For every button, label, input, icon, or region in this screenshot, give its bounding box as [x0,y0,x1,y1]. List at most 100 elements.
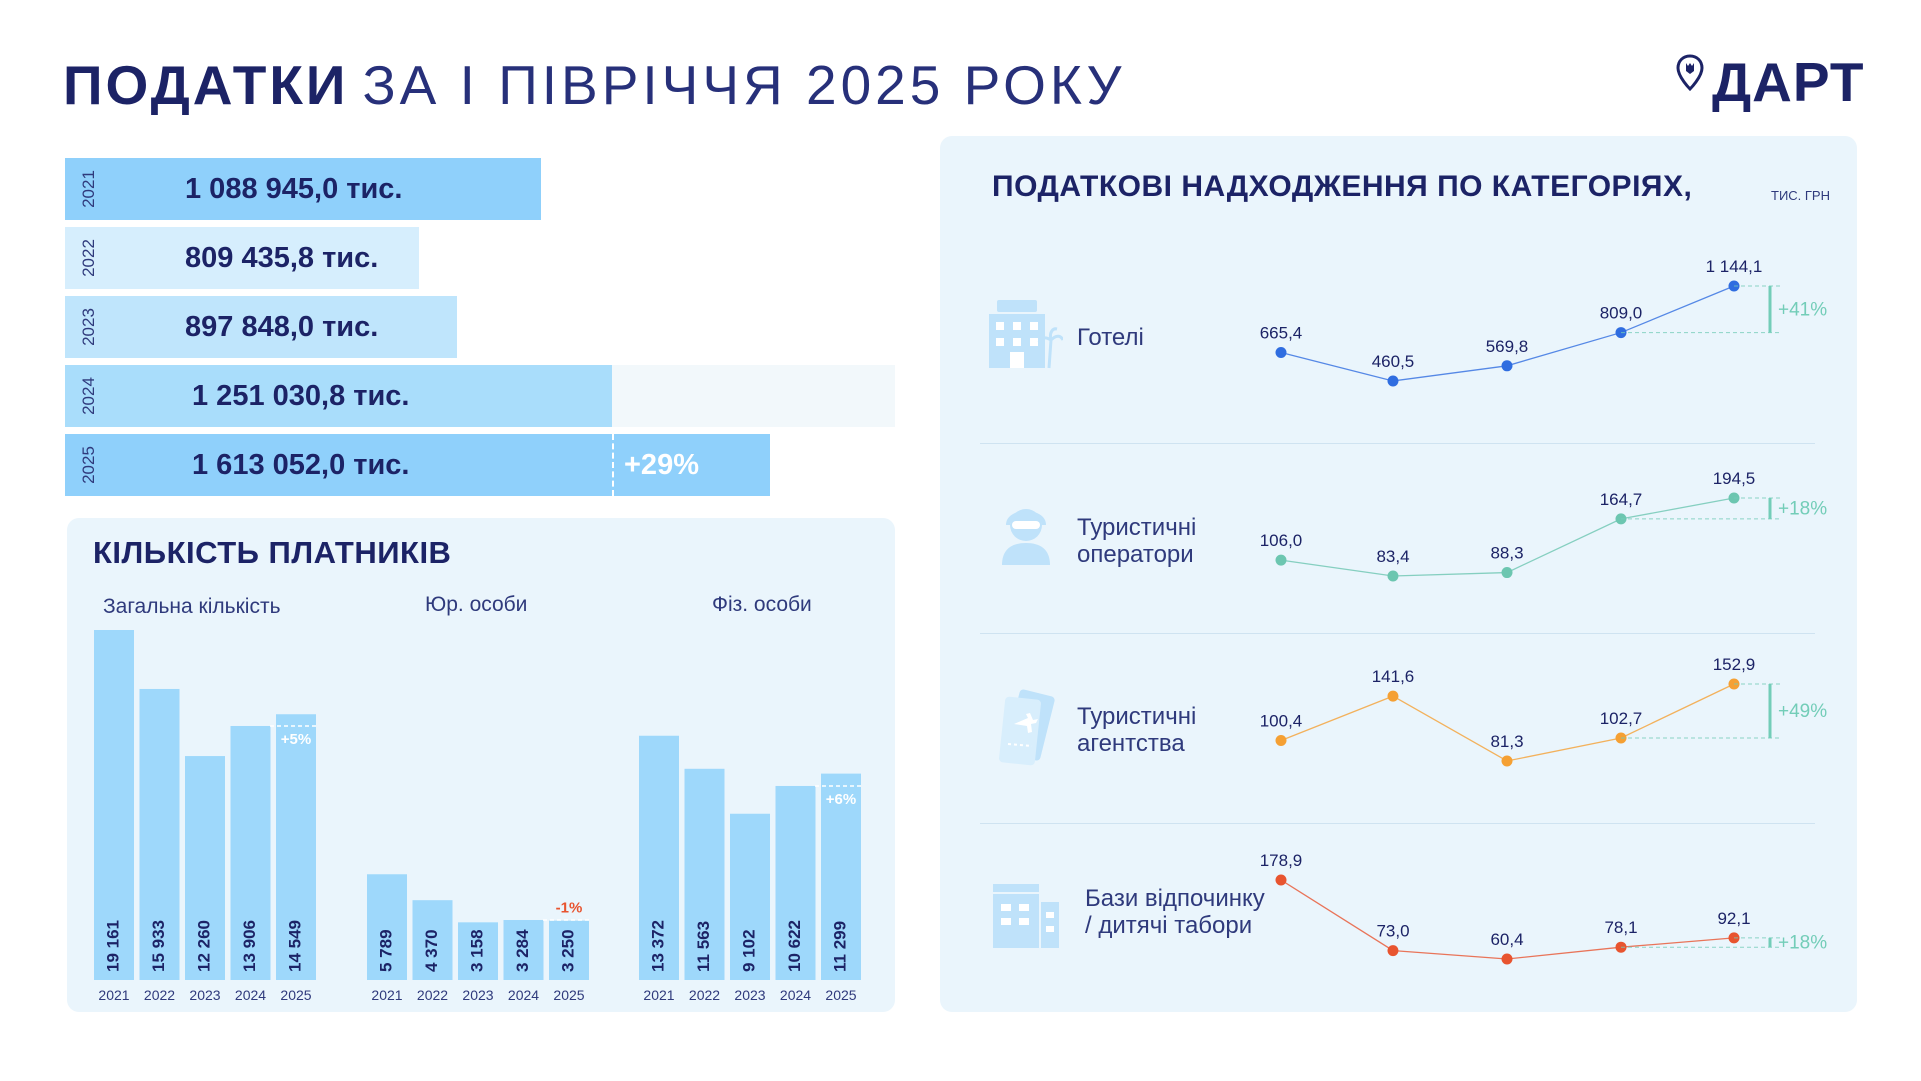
logo-text: ДАРТ [1712,51,1865,113]
total-row-2024: 2024 1 251 030,8 тис. [65,365,895,427]
payer-bar [185,756,225,980]
payer-bar [684,768,725,980]
category-line [1280,497,1735,577]
category-point [1275,554,1287,566]
total-year-label: 2024 [79,377,98,415]
category-point [1275,347,1287,359]
total-value-label: 809 435,8 тис. [185,242,379,274]
category-growth-label: +18% [1778,498,1827,519]
payer-value-label: 3 250 [558,929,577,972]
payer-year-label: 2025 [553,987,584,1003]
payer-value-label: 11 563 [694,921,713,972]
title-rest: ЗА І ПІВРІЧЧЯ 2025 РОКУ [362,54,1126,116]
payer-growth-label: -1% [556,900,583,917]
payer-value-label: 5 789 [376,929,395,972]
group-label-legal: Юр. особи [425,593,528,616]
total-bar [65,227,419,289]
payer-value-label: 13 906 [240,920,259,972]
total-row-2022: 2022 809 435,8 тис. [65,227,895,289]
payer-year-label: 2024 [780,987,811,1003]
title-bold: ПОДАТКИ [63,54,349,116]
payer-year-label: 2024 [235,987,266,1003]
payer-value-label: 13 372 [648,920,667,972]
category-value-label: 194,5 [1713,469,1756,488]
payer-growth-label: +6% [826,791,856,808]
total-growth-badge: +29% [612,434,699,496]
payer-bar [458,922,498,980]
payer-year-label: 2021 [371,987,402,1003]
payer-year-label: 2021 [98,987,129,1003]
payer-year-label: 2023 [462,987,493,1003]
category-value-label: 60,4 [1490,930,1523,949]
category-point [1275,734,1287,746]
payer-year-label: 2024 [508,987,539,1003]
category-value-label: 164,7 [1600,490,1643,509]
payers-title: КІЛЬКІСТЬ ПЛАТНИКІВ [93,535,452,570]
category-name-agencies: Туристичні агентства [1077,703,1197,757]
category-point [1387,375,1399,387]
category-value-label: 569,8 [1486,337,1529,356]
category-point [1501,755,1513,767]
payer-value-label: 3 284 [513,929,532,972]
payer-year-label: 2022 [417,987,448,1003]
payer-bar [367,874,407,980]
dart-logo: ДАРТ [1676,52,1866,112]
payer-bar [503,920,544,980]
category-name-hotels: Готелі [1077,324,1144,351]
category-value-label: 83,4 [1376,547,1409,566]
category-value-label: 665,4 [1260,324,1303,343]
payer-value-label: 15 933 [149,920,168,972]
payer-bar [775,785,816,980]
category-value-label: 78,1 [1604,918,1637,937]
category-value-label: 178,9 [1260,851,1303,870]
payer-value-label: 14 549 [285,920,304,972]
category-point [1501,567,1513,579]
tour-operator-icon [1002,509,1050,565]
categories-card [940,136,1857,1012]
categories-title: ПОДАТКОВІ НАДХОДЖЕННЯ ПО КАТЕГОРІЯХ, [992,170,1693,203]
payer-value-label: 10 622 [785,920,804,972]
payer-value-label: 9 102 [739,929,758,972]
group-label-total: Загальна кількість [103,595,281,618]
payer-bar [276,714,316,980]
category-point [1387,690,1399,702]
total-row-2025: 2025 1 613 052,0 тис. +29% [65,434,895,496]
total-value-label: 1 613 052,0 тис. [192,449,410,481]
total-value-label: 897 848,0 тис. [185,311,379,343]
total-value-label: 1 251 030,8 тис. [192,380,410,412]
categories-line-chart: 665,4 460,5 569,8 809,0 1 144,1 +41% 106,0 83,4… [1260,257,1827,965]
payer-bar [821,773,861,980]
payer-value-label: 12 260 [194,920,213,972]
category-value-label: 102,7 [1600,709,1643,728]
payer-year-label: 2022 [144,987,175,1003]
payer-year-label: 2025 [825,987,856,1003]
category-value-label: 73,0 [1376,922,1409,941]
category-value-label: 88,3 [1490,544,1523,563]
category-point [1501,953,1513,965]
category-value-label: 1 144,1 [1706,257,1763,276]
total-bar [65,365,612,427]
category-name-operators: Туристичні оператори [1077,514,1197,568]
payer-growth-label: +5% [281,731,311,748]
payer-bar [94,630,134,980]
payer-value-label: 4 370 [422,929,441,972]
category-value-label: 92,1 [1717,909,1750,928]
payer-bar [639,735,679,980]
camp-building-icon [993,884,1059,948]
category-growth-label: +41% [1778,299,1827,320]
category-growth-label: +49% [1778,701,1827,722]
category-point [1387,945,1399,957]
divider [980,633,1815,634]
payers-bar-chart: 19 161 2021 15 933 2022 12 260 2023 13 906 2024… [94,630,861,1003]
category-name-camps: Бази відпочинку / дитячі табори [1085,885,1265,939]
total-value-label: 1 088 945,0 тис. [185,173,403,205]
total-year-label: 2023 [79,308,98,346]
payer-year-label: 2022 [689,987,720,1003]
category-value-label: 152,9 [1713,655,1756,674]
payer-bar [230,725,271,980]
categories-unit: ТИС. ГРН [1771,188,1830,203]
payer-bar [549,920,589,980]
total-bar [65,158,541,220]
group-label-individual: Фіз. особи [712,593,812,616]
divider [980,823,1815,824]
